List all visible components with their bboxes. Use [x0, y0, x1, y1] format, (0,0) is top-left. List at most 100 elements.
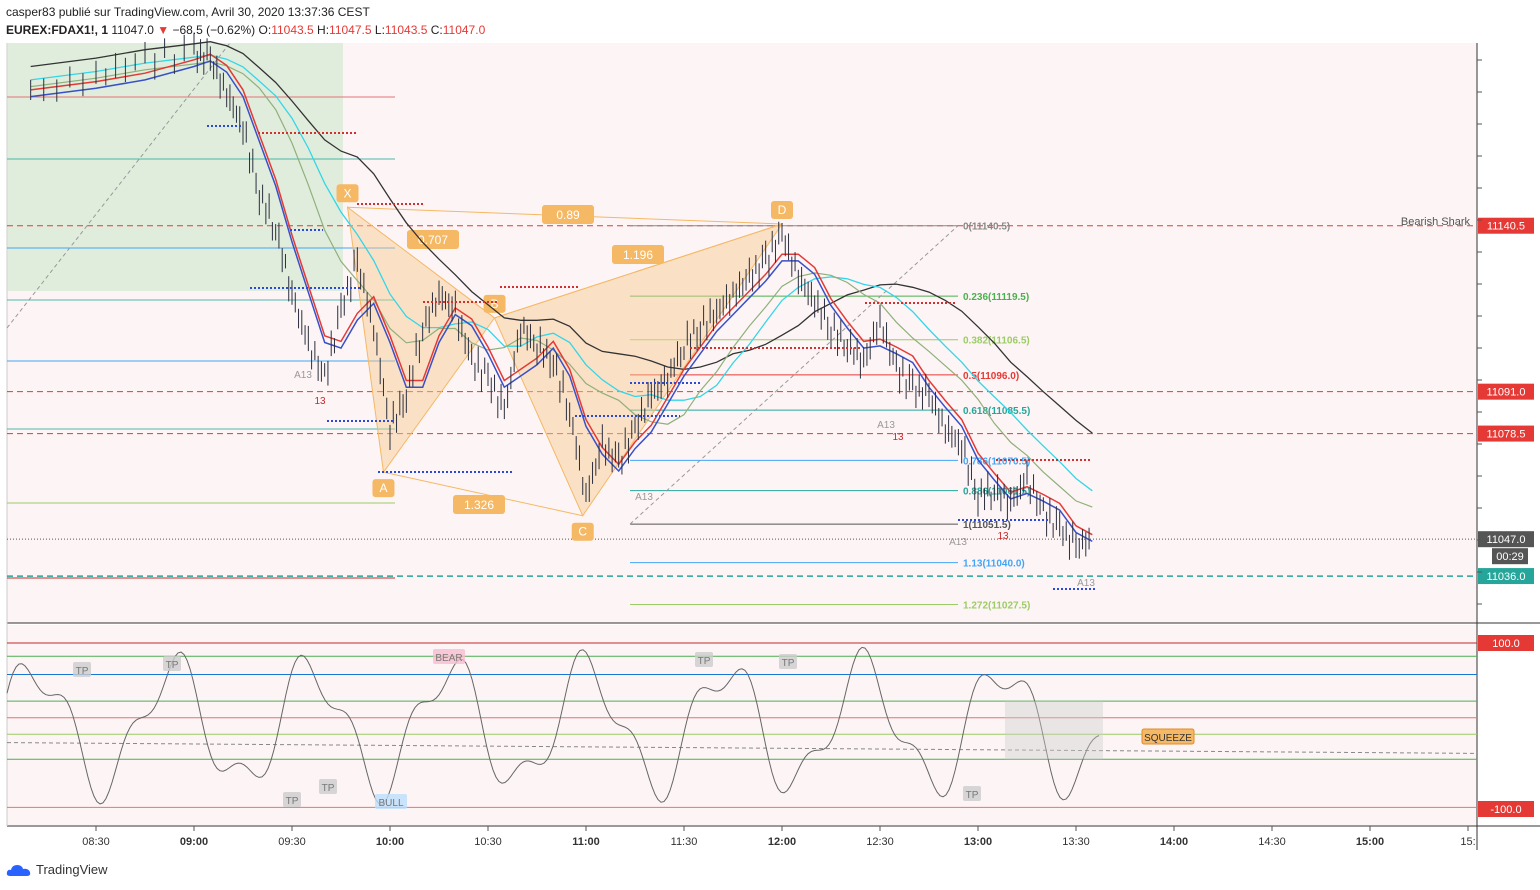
fib-label-4: 0.618(11085.5) [963, 406, 1030, 417]
pattern-point-D: D [778, 203, 787, 217]
down-arrow-icon: ▼ [157, 23, 170, 37]
osc-tag-price-bg-1 [1478, 801, 1534, 817]
pattern-point-X: X [344, 186, 352, 200]
price-tag-bg-3 [1478, 531, 1534, 548]
footer-brand[interactable]: TradingView [6, 862, 108, 877]
tradingview-cloud-icon [6, 864, 31, 876]
countdown: 00:29 [1496, 551, 1524, 563]
ratio-label-3: 1.326 [464, 498, 494, 512]
fib-label-1: 0.236(11119.5) [963, 292, 1029, 303]
fib-label-9: 1.272(11027.5) [963, 601, 1030, 612]
x-tick-label-6: 11:30 [671, 836, 698, 848]
close-value: 11047.0 [442, 23, 486, 37]
osc-tag-bg-4 [283, 792, 301, 807]
pattern-name: Bearish Shark [1401, 216, 1471, 228]
osc-tag-price-1: -100.0 [1490, 804, 1521, 816]
publish-info-text: casper83 publié sur TradingView.com, Avr… [6, 5, 370, 19]
open-value: 11043.5 [271, 23, 314, 37]
countdown-bg [1492, 548, 1528, 565]
marker-7: 13 [997, 531, 1009, 542]
osc-tag-5: TP [322, 783, 335, 794]
pattern-point-C: C [578, 525, 587, 539]
pattern-xab-fill [346, 206, 496, 474]
marker-3: A13 [949, 537, 967, 548]
x-tick-label-7: 12:00 [768, 836, 796, 848]
x-tick-label-3: 10:00 [376, 836, 404, 848]
price-tag-bg-0 [1478, 217, 1534, 234]
price-tag-1: 11091.0 [1487, 387, 1526, 399]
low-label: L: [374, 23, 385, 37]
ma-green-line [30, 61, 1093, 508]
osc-tag-bg-9 [1141, 728, 1195, 745]
x-tick-label-2: 09:30 [278, 836, 306, 848]
ratio-bg-1 [542, 205, 594, 224]
fib-trend-line [629, 225, 959, 525]
ratio-label-1: 0.89 [556, 208, 580, 222]
fib-label-8: 1.13(11040.0) [963, 559, 1025, 570]
price-tag-bg-1 [1478, 383, 1534, 400]
marker-2: A13 [877, 420, 895, 431]
price-tag-2: 11078.5 [1487, 429, 1526, 441]
pattern-point-bg-C [571, 522, 594, 541]
ohlc-legend: EUREX:FDAX1!, 1 11047.0 ▼ −68.5 (−0.62%)… [6, 23, 485, 37]
x-tick-label-11: 14:00 [1160, 836, 1188, 848]
pattern-point-bg-D [771, 201, 793, 220]
high-value: 11047.5 [329, 23, 372, 37]
osc-tag-bg-0 [73, 662, 91, 677]
open-label: O: [258, 23, 272, 37]
ratio-bg-2 [612, 245, 664, 264]
x-tick-label-1: 09:00 [180, 836, 208, 848]
marker-0: A13 [294, 370, 312, 381]
x-tick-label-10: 13:30 [1062, 836, 1090, 848]
x-tick-label-12: 14:30 [1258, 836, 1286, 848]
osc-tag-3: TP [782, 658, 795, 669]
price-change: −68.5 (−0.62%) [172, 23, 256, 37]
ratio-bg-0 [407, 230, 459, 249]
price-tag-bg-4 [1478, 568, 1534, 585]
fib-label-7: 1(11051.5) [963, 520, 1011, 531]
osc-tag-bg-5 [319, 779, 337, 794]
price-tag-bg-2 [1478, 425, 1534, 442]
ma-blue-line [30, 60, 1093, 543]
squeeze-box [1005, 701, 1103, 760]
osc-tag-bg-6 [963, 786, 981, 801]
osc-tag-6: TP [966, 790, 979, 801]
close-label: C: [430, 23, 443, 37]
osc-tag-bg-2 [695, 652, 713, 667]
fib-label-0: 0(11140.5) [963, 222, 1010, 233]
x-tick-label-13: 15:00 [1356, 836, 1384, 848]
pattern-bd-line [494, 223, 783, 319]
ratio-bg-3 [453, 495, 505, 514]
osc-tag-4: TP [286, 796, 299, 807]
x-tick-label-14: 15: [1460, 836, 1475, 848]
symbol-label[interactable]: EUREX:FDAX1!, 1 [6, 23, 109, 37]
x-tick-label-8: 12:30 [866, 836, 894, 848]
price-tag-3: 11047.0 [1487, 534, 1526, 546]
publish-info: casper83 publié sur TradingView.com, Avr… [6, 5, 370, 19]
osc-tag-8: BULL [378, 798, 403, 809]
osc-tag-bg-3 [779, 654, 797, 669]
marker-6: 13 [892, 432, 904, 443]
osc-tag-7: BEAR [435, 653, 462, 664]
marker-5: 13 [314, 396, 326, 407]
ma-cyan-line [30, 54, 1093, 492]
osc-tag-price-bg-0 [1478, 635, 1534, 651]
x-tick-label-5: 11:00 [572, 836, 600, 848]
low-value: 11043.5 [384, 23, 428, 37]
high-label: H: [317, 23, 330, 37]
marker-1: A13 [635, 492, 653, 503]
x-tick-label-9: 13:00 [964, 836, 992, 848]
ratio-label-2: 1.196 [623, 248, 653, 262]
oscillator-pane-bg [7, 625, 1477, 825]
pattern-point-bg-X [336, 184, 359, 203]
osc-line [6, 646, 1100, 806]
fib-label-6: 0.886(11061.5) [963, 487, 1030, 498]
osc-tag-0: TP [76, 666, 89, 677]
osc-tag-9: SQUEEZE [1144, 733, 1192, 744]
range-box [7, 43, 343, 291]
ma-slow-line [30, 41, 1093, 434]
x-tick-label-4: 10:30 [474, 836, 502, 848]
fib-label-2: 0.382(11106.5) [963, 336, 1030, 347]
osc-tag-1: TP [166, 660, 179, 671]
